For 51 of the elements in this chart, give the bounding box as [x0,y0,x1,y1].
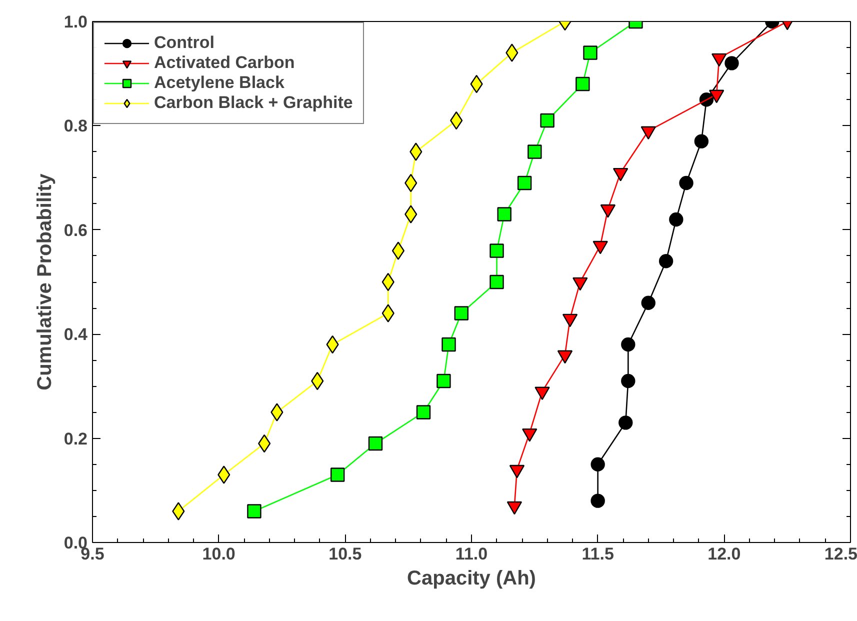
point [416,405,431,420]
point [528,144,542,159]
point [436,374,451,388]
x-tick-label: 11.5 [582,544,614,564]
point [172,502,185,520]
y-tick-label: 0.8 [64,116,88,136]
legend-label: Carbon Black + Graphite [154,93,353,113]
point [490,274,504,290]
legend-label: Acetylene Black [154,73,284,93]
legend-label: Control [154,33,214,53]
y-axis-title: Cumulative Probability [34,172,56,390]
x-axis-title: Capacity (Ah) [407,568,536,590]
point [641,296,656,310]
point [583,46,598,60]
point [669,212,684,227]
point [621,337,636,352]
point [590,457,605,472]
y-tick-label: 0.4 [64,325,88,344]
point [218,466,230,484]
x-tick-label: 12.0 [708,544,741,564]
point [506,44,518,62]
point [442,337,456,352]
x-tick-label: 10.0 [202,544,236,564]
point [576,76,590,92]
x-tick-label: 10.5 [328,544,362,564]
x-tick-label: 11.0 [455,544,488,564]
point [724,56,739,70]
point [247,504,262,518]
point [618,416,633,430]
point [404,205,418,224]
y-tick-label: 0.6 [64,220,88,240]
point [392,242,404,260]
point [540,113,554,128]
point [382,304,394,322]
point [497,207,512,222]
point [490,244,504,258]
x-tick-label: 12.5 [824,544,857,564]
point [368,436,383,451]
point [410,142,422,161]
y-tick-label: 0.2 [64,429,88,448]
y-tick-label: 1.0 [64,12,88,32]
point [330,468,345,482]
point [694,134,709,148]
point [270,403,284,422]
point [517,176,532,190]
point [454,306,468,320]
point [679,176,694,190]
point [590,494,605,508]
point [621,374,636,388]
point [658,254,674,268]
legend-label: Activated Carbon [154,53,295,73]
